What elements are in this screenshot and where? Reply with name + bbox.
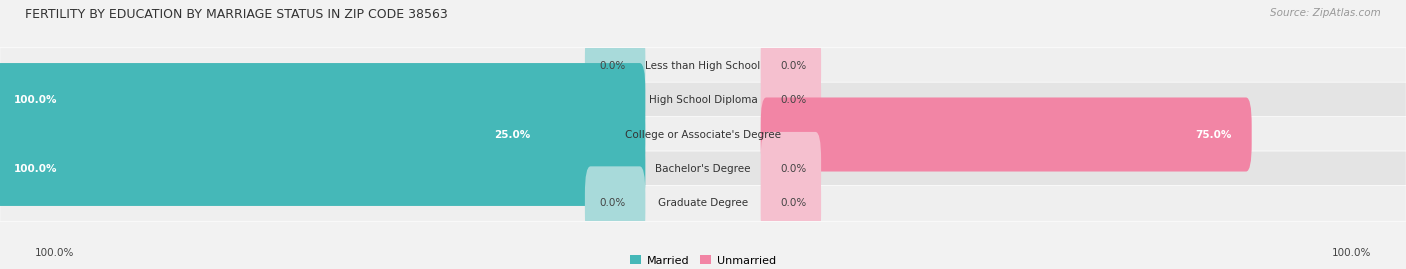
FancyBboxPatch shape xyxy=(761,166,821,240)
FancyBboxPatch shape xyxy=(0,48,1406,84)
Text: 0.0%: 0.0% xyxy=(780,198,807,208)
FancyBboxPatch shape xyxy=(585,166,645,240)
Text: 0.0%: 0.0% xyxy=(599,61,626,71)
Text: Less than High School: Less than High School xyxy=(645,61,761,71)
Text: Source: ZipAtlas.com: Source: ZipAtlas.com xyxy=(1270,8,1381,18)
FancyBboxPatch shape xyxy=(761,132,821,206)
Text: 0.0%: 0.0% xyxy=(780,61,807,71)
FancyBboxPatch shape xyxy=(0,132,645,206)
FancyBboxPatch shape xyxy=(585,29,645,103)
Text: College or Associate's Degree: College or Associate's Degree xyxy=(626,129,780,140)
Text: Graduate Degree: Graduate Degree xyxy=(658,198,748,208)
Text: 25.0%: 25.0% xyxy=(494,129,530,140)
FancyBboxPatch shape xyxy=(761,97,1251,172)
Text: FERTILITY BY EDUCATION BY MARRIAGE STATUS IN ZIP CODE 38563: FERTILITY BY EDUCATION BY MARRIAGE STATU… xyxy=(25,8,449,21)
FancyBboxPatch shape xyxy=(761,29,821,103)
FancyBboxPatch shape xyxy=(0,185,1406,221)
FancyBboxPatch shape xyxy=(0,116,1406,153)
Text: 100.0%: 100.0% xyxy=(14,164,58,174)
Legend: Married, Unmarried: Married, Unmarried xyxy=(626,251,780,269)
FancyBboxPatch shape xyxy=(474,97,645,172)
Text: 0.0%: 0.0% xyxy=(780,164,807,174)
Text: 75.0%: 75.0% xyxy=(1195,129,1232,140)
Text: 100.0%: 100.0% xyxy=(14,95,58,105)
Text: 0.0%: 0.0% xyxy=(599,198,626,208)
Text: 100.0%: 100.0% xyxy=(35,248,75,258)
FancyBboxPatch shape xyxy=(0,82,1406,118)
Text: High School Diploma: High School Diploma xyxy=(648,95,758,105)
FancyBboxPatch shape xyxy=(761,63,821,137)
Text: Bachelor's Degree: Bachelor's Degree xyxy=(655,164,751,174)
Text: 0.0%: 0.0% xyxy=(780,95,807,105)
Text: 100.0%: 100.0% xyxy=(1331,248,1371,258)
FancyBboxPatch shape xyxy=(0,151,1406,187)
FancyBboxPatch shape xyxy=(0,63,645,137)
